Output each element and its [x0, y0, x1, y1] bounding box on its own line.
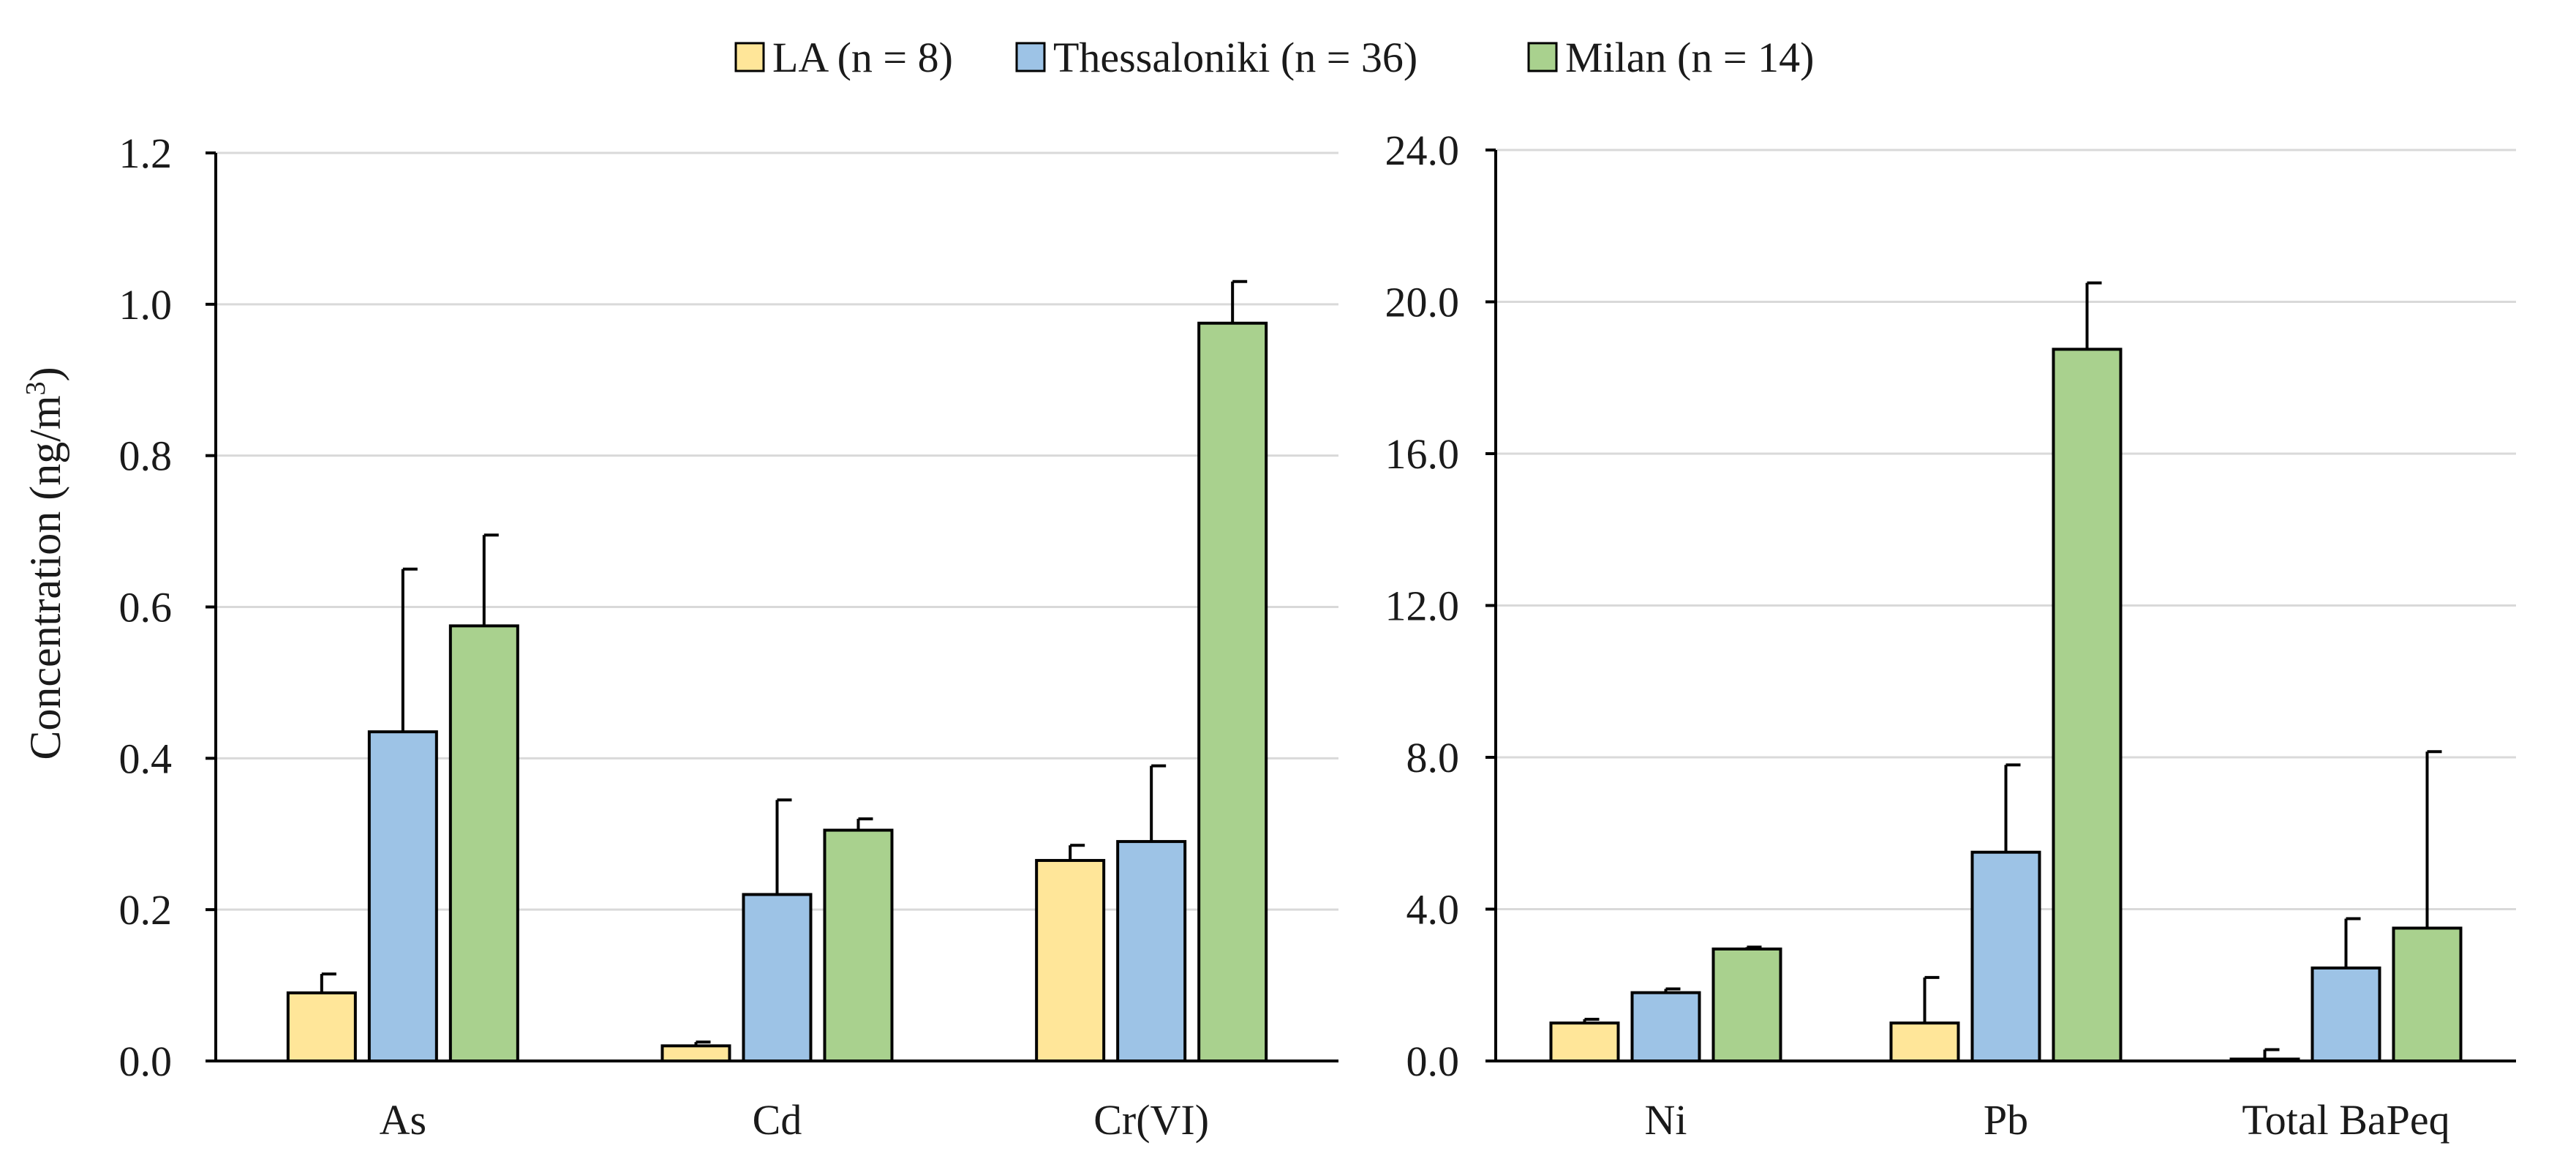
legend-swatch-thessaloniki — [1015, 42, 1046, 72]
y-tick-label: 16.0 — [1385, 430, 1460, 478]
y-tick-label: 0.0 — [119, 1038, 173, 1085]
y-axis-title: Concentration (ng/m3) — [20, 367, 69, 760]
y-tick-label: 4.0 — [1406, 886, 1460, 934]
bar-milan-cr-vi — [1197, 321, 1268, 1062]
y-tick-label: 0.2 — [119, 886, 173, 934]
y-axis-title-superscript: 3 — [20, 381, 51, 395]
y-tick-label: 20.0 — [1385, 279, 1460, 326]
y-tick-label: 1.0 — [119, 281, 173, 329]
bar-thessaloniki-cd — [742, 893, 813, 1062]
bar-milan-as — [448, 624, 519, 1062]
category-label-cr-vi: Cr(VI) — [1093, 1096, 1209, 1144]
legend-swatch-la — [734, 42, 765, 72]
bar-milan-total-bapeq — [2392, 926, 2463, 1062]
category-label-cd: Cd — [753, 1096, 802, 1144]
category-label-pb: Pb — [1984, 1096, 2028, 1144]
legend-item-milan: Milan (n = 14) — [1527, 34, 1814, 81]
bar-la-total-bapeq — [2229, 1057, 2300, 1062]
bar-milan-cd — [823, 828, 894, 1063]
bar-la-pb — [1889, 1021, 1960, 1062]
legend-label-la: LA (n = 8) — [772, 34, 953, 81]
category-label-total-bapeq: Total BaPeq — [2242, 1096, 2449, 1144]
bar-la-cr-vi — [1035, 858, 1106, 1062]
y-tick-label: 24.0 — [1385, 127, 1460, 174]
bar-milan-ni — [1711, 947, 1782, 1062]
y-tick-label: 0.8 — [119, 432, 173, 480]
y-tick-label: 8.0 — [1406, 734, 1460, 781]
y-tick-label: 0.6 — [119, 584, 173, 631]
y-tick-label: 0.0 — [1406, 1038, 1460, 1085]
legend-label-milan: Milan (n = 14) — [1565, 34, 1814, 81]
y-tick-label: 0.4 — [119, 735, 173, 782]
y-tick-label: 12.0 — [1385, 582, 1460, 630]
legend-label-thessaloniki: Thessaloniki (n = 36) — [1053, 34, 1417, 81]
chart-panel-left: 0.0 0.2 0.4 0.6 0.8 1.0 1.2 As Cd Cr(VI) — [119, 130, 1338, 1144]
bar-thessaloniki-cr-vi — [1116, 840, 1187, 1062]
y-axis-title-main: Concentration (ng/m — [21, 395, 69, 760]
bar-la-as — [286, 991, 357, 1063]
bar-thessaloniki-as — [367, 730, 438, 1062]
category-label-as: As — [380, 1096, 426, 1144]
y-tick-label: 1.2 — [119, 130, 173, 177]
bar-la-cd — [660, 1044, 731, 1062]
y-axis-title-close: ) — [21, 367, 69, 381]
bar-thessaloniki-ni — [1630, 991, 1701, 1062]
legend: LA (n = 8) Thessaloniki (n = 36) Milan (… — [734, 34, 1814, 81]
bar-thessaloniki-pb — [1970, 850, 2041, 1062]
bar-milan-pb — [2052, 348, 2123, 1062]
chart-panel-right: 0.0 4.0 8.0 12.0 16.0 20.0 24.0 Ni Pb Total BaPeq — [1385, 127, 2516, 1144]
legend-item-la: LA (n = 8) — [734, 34, 953, 81]
bar-thessaloniki-total-bapeq — [2311, 966, 2381, 1062]
bar-la-ni — [1549, 1021, 1620, 1062]
legend-item-thessaloniki: Thessaloniki (n = 36) — [1015, 34, 1417, 81]
legend-swatch-milan — [1527, 42, 1558, 72]
category-label-ni: Ni — [1645, 1096, 1687, 1144]
